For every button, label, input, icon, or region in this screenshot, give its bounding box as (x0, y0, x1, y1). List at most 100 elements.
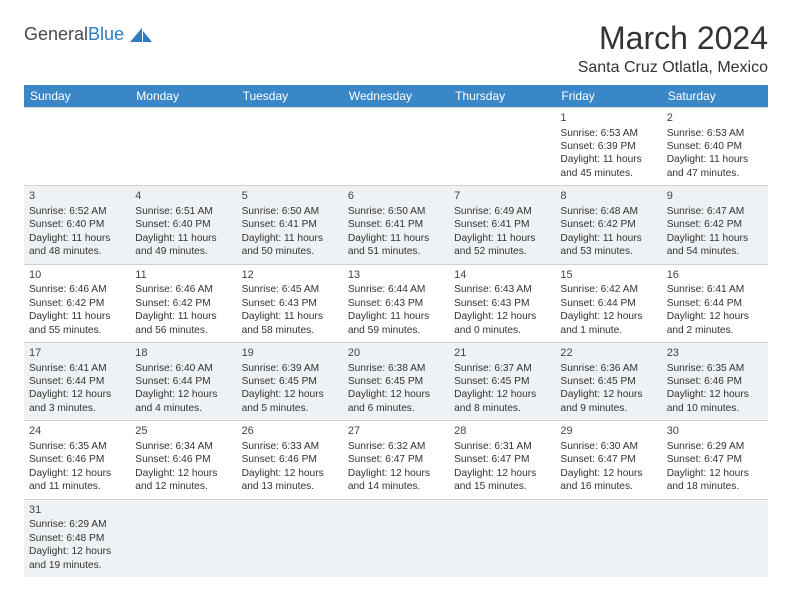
empty-cell (343, 108, 449, 186)
sunset-text: Sunset: 6:47 PM (560, 453, 656, 466)
day-number: 12 (242, 268, 338, 283)
day-number: 30 (667, 424, 763, 439)
sunrise-text: Sunrise: 6:47 AM (667, 205, 763, 218)
sunset-text: Sunset: 6:47 PM (454, 453, 550, 466)
sunrise-text: Sunrise: 6:41 AM (29, 362, 125, 375)
day-cell: 19Sunrise: 6:39 AMSunset: 6:45 PMDayligh… (237, 342, 343, 420)
day-number: 6 (348, 189, 444, 204)
day-cell: 3Sunrise: 6:52 AMSunset: 6:40 PMDaylight… (24, 186, 130, 264)
day-cell: 25Sunrise: 6:34 AMSunset: 6:46 PMDayligh… (130, 421, 236, 499)
daylight-text: Daylight: 12 hours and 5 minutes. (242, 388, 338, 415)
day-cell: 30Sunrise: 6:29 AMSunset: 6:47 PMDayligh… (662, 421, 768, 499)
sunrise-text: Sunrise: 6:36 AM (560, 362, 656, 375)
day-cell: 2Sunrise: 6:53 AMSunset: 6:40 PMDaylight… (662, 108, 768, 186)
calendar-row: 17Sunrise: 6:41 AMSunset: 6:44 PMDayligh… (24, 342, 768, 420)
sunset-text: Sunset: 6:45 PM (560, 375, 656, 388)
daylight-text: Daylight: 11 hours and 59 minutes. (348, 310, 444, 337)
sunrise-text: Sunrise: 6:29 AM (29, 518, 125, 531)
daylight-text: Daylight: 11 hours and 53 minutes. (560, 232, 656, 259)
logo-sail-icon (128, 26, 156, 44)
header: GeneralBlue March 2024 Santa Cruz Otlatl… (24, 20, 768, 77)
day-cell: 9Sunrise: 6:47 AMSunset: 6:42 PMDaylight… (662, 186, 768, 264)
day-cell: 31Sunrise: 6:29 AMSunset: 6:48 PMDayligh… (24, 499, 130, 577)
day-cell: 24Sunrise: 6:35 AMSunset: 6:46 PMDayligh… (24, 421, 130, 499)
sunset-text: Sunset: 6:42 PM (667, 218, 763, 231)
sunset-text: Sunset: 6:41 PM (454, 218, 550, 231)
day-number: 17 (29, 346, 125, 361)
empty-cell (343, 499, 449, 577)
day-number: 11 (135, 268, 231, 283)
daylight-text: Daylight: 11 hours and 50 minutes. (242, 232, 338, 259)
sunset-text: Sunset: 6:42 PM (29, 297, 125, 310)
day-number: 15 (560, 268, 656, 283)
daylight-text: Daylight: 12 hours and 18 minutes. (667, 467, 763, 494)
day-number: 5 (242, 189, 338, 204)
logo-text: GeneralBlue (24, 24, 124, 45)
sunset-text: Sunset: 6:44 PM (135, 375, 231, 388)
day-number: 28 (454, 424, 550, 439)
day-cell: 6Sunrise: 6:50 AMSunset: 6:41 PMDaylight… (343, 186, 449, 264)
day-number: 27 (348, 424, 444, 439)
sunrise-text: Sunrise: 6:39 AM (242, 362, 338, 375)
empty-cell (555, 499, 661, 577)
daylight-text: Daylight: 11 hours and 51 minutes. (348, 232, 444, 259)
sunrise-text: Sunrise: 6:45 AM (242, 283, 338, 296)
sunrise-text: Sunrise: 6:42 AM (560, 283, 656, 296)
day-header: Monday (130, 85, 236, 108)
day-number: 3 (29, 189, 125, 204)
day-cell: 26Sunrise: 6:33 AMSunset: 6:46 PMDayligh… (237, 421, 343, 499)
logo: GeneralBlue (24, 24, 156, 45)
day-cell: 21Sunrise: 6:37 AMSunset: 6:45 PMDayligh… (449, 342, 555, 420)
sunrise-text: Sunrise: 6:34 AM (135, 440, 231, 453)
calendar-row: 1Sunrise: 6:53 AMSunset: 6:39 PMDaylight… (24, 108, 768, 186)
sunset-text: Sunset: 6:45 PM (242, 375, 338, 388)
daylight-text: Daylight: 12 hours and 4 minutes. (135, 388, 231, 415)
day-cell: 18Sunrise: 6:40 AMSunset: 6:44 PMDayligh… (130, 342, 236, 420)
day-number: 2 (667, 111, 763, 126)
sunrise-text: Sunrise: 6:30 AM (560, 440, 656, 453)
day-number: 31 (29, 503, 125, 518)
sunrise-text: Sunrise: 6:41 AM (667, 283, 763, 296)
sunrise-text: Sunrise: 6:35 AM (667, 362, 763, 375)
calendar-row: 10Sunrise: 6:46 AMSunset: 6:42 PMDayligh… (24, 264, 768, 342)
sunset-text: Sunset: 6:43 PM (242, 297, 338, 310)
day-header: Sunday (24, 85, 130, 108)
sunrise-text: Sunrise: 6:37 AM (454, 362, 550, 375)
daylight-text: Daylight: 12 hours and 2 minutes. (667, 310, 763, 337)
daylight-text: Daylight: 12 hours and 3 minutes. (29, 388, 125, 415)
day-cell: 29Sunrise: 6:30 AMSunset: 6:47 PMDayligh… (555, 421, 661, 499)
logo-text-blue: Blue (88, 24, 124, 44)
daylight-text: Daylight: 12 hours and 10 minutes. (667, 388, 763, 415)
daylight-text: Daylight: 12 hours and 19 minutes. (29, 545, 125, 572)
daylight-text: Daylight: 11 hours and 52 minutes. (454, 232, 550, 259)
sunrise-text: Sunrise: 6:50 AM (242, 205, 338, 218)
day-number: 19 (242, 346, 338, 361)
daylight-text: Daylight: 12 hours and 6 minutes. (348, 388, 444, 415)
day-cell: 28Sunrise: 6:31 AMSunset: 6:47 PMDayligh… (449, 421, 555, 499)
sunset-text: Sunset: 6:44 PM (29, 375, 125, 388)
sunrise-text: Sunrise: 6:49 AM (454, 205, 550, 218)
sunset-text: Sunset: 6:46 PM (242, 453, 338, 466)
daylight-text: Daylight: 12 hours and 12 minutes. (135, 467, 231, 494)
day-number: 9 (667, 189, 763, 204)
day-cell: 11Sunrise: 6:46 AMSunset: 6:42 PMDayligh… (130, 264, 236, 342)
sunrise-text: Sunrise: 6:29 AM (667, 440, 763, 453)
sunset-text: Sunset: 6:43 PM (454, 297, 550, 310)
sunrise-text: Sunrise: 6:40 AM (135, 362, 231, 375)
calendar-body: 1Sunrise: 6:53 AMSunset: 6:39 PMDaylight… (24, 108, 768, 577)
day-cell: 23Sunrise: 6:35 AMSunset: 6:46 PMDayligh… (662, 342, 768, 420)
daylight-text: Daylight: 11 hours and 48 minutes. (29, 232, 125, 259)
empty-cell (237, 499, 343, 577)
day-number: 20 (348, 346, 444, 361)
sunset-text: Sunset: 6:42 PM (560, 218, 656, 231)
sunset-text: Sunset: 6:43 PM (348, 297, 444, 310)
day-cell: 7Sunrise: 6:49 AMSunset: 6:41 PMDaylight… (449, 186, 555, 264)
day-number: 10 (29, 268, 125, 283)
day-header-row: SundayMondayTuesdayWednesdayThursdayFrid… (24, 85, 768, 108)
daylight-text: Daylight: 12 hours and 11 minutes. (29, 467, 125, 494)
daylight-text: Daylight: 11 hours and 55 minutes. (29, 310, 125, 337)
daylight-text: Daylight: 11 hours and 47 minutes. (667, 153, 763, 180)
sunset-text: Sunset: 6:40 PM (667, 140, 763, 153)
daylight-text: Daylight: 11 hours and 58 minutes. (242, 310, 338, 337)
sunrise-text: Sunrise: 6:32 AM (348, 440, 444, 453)
